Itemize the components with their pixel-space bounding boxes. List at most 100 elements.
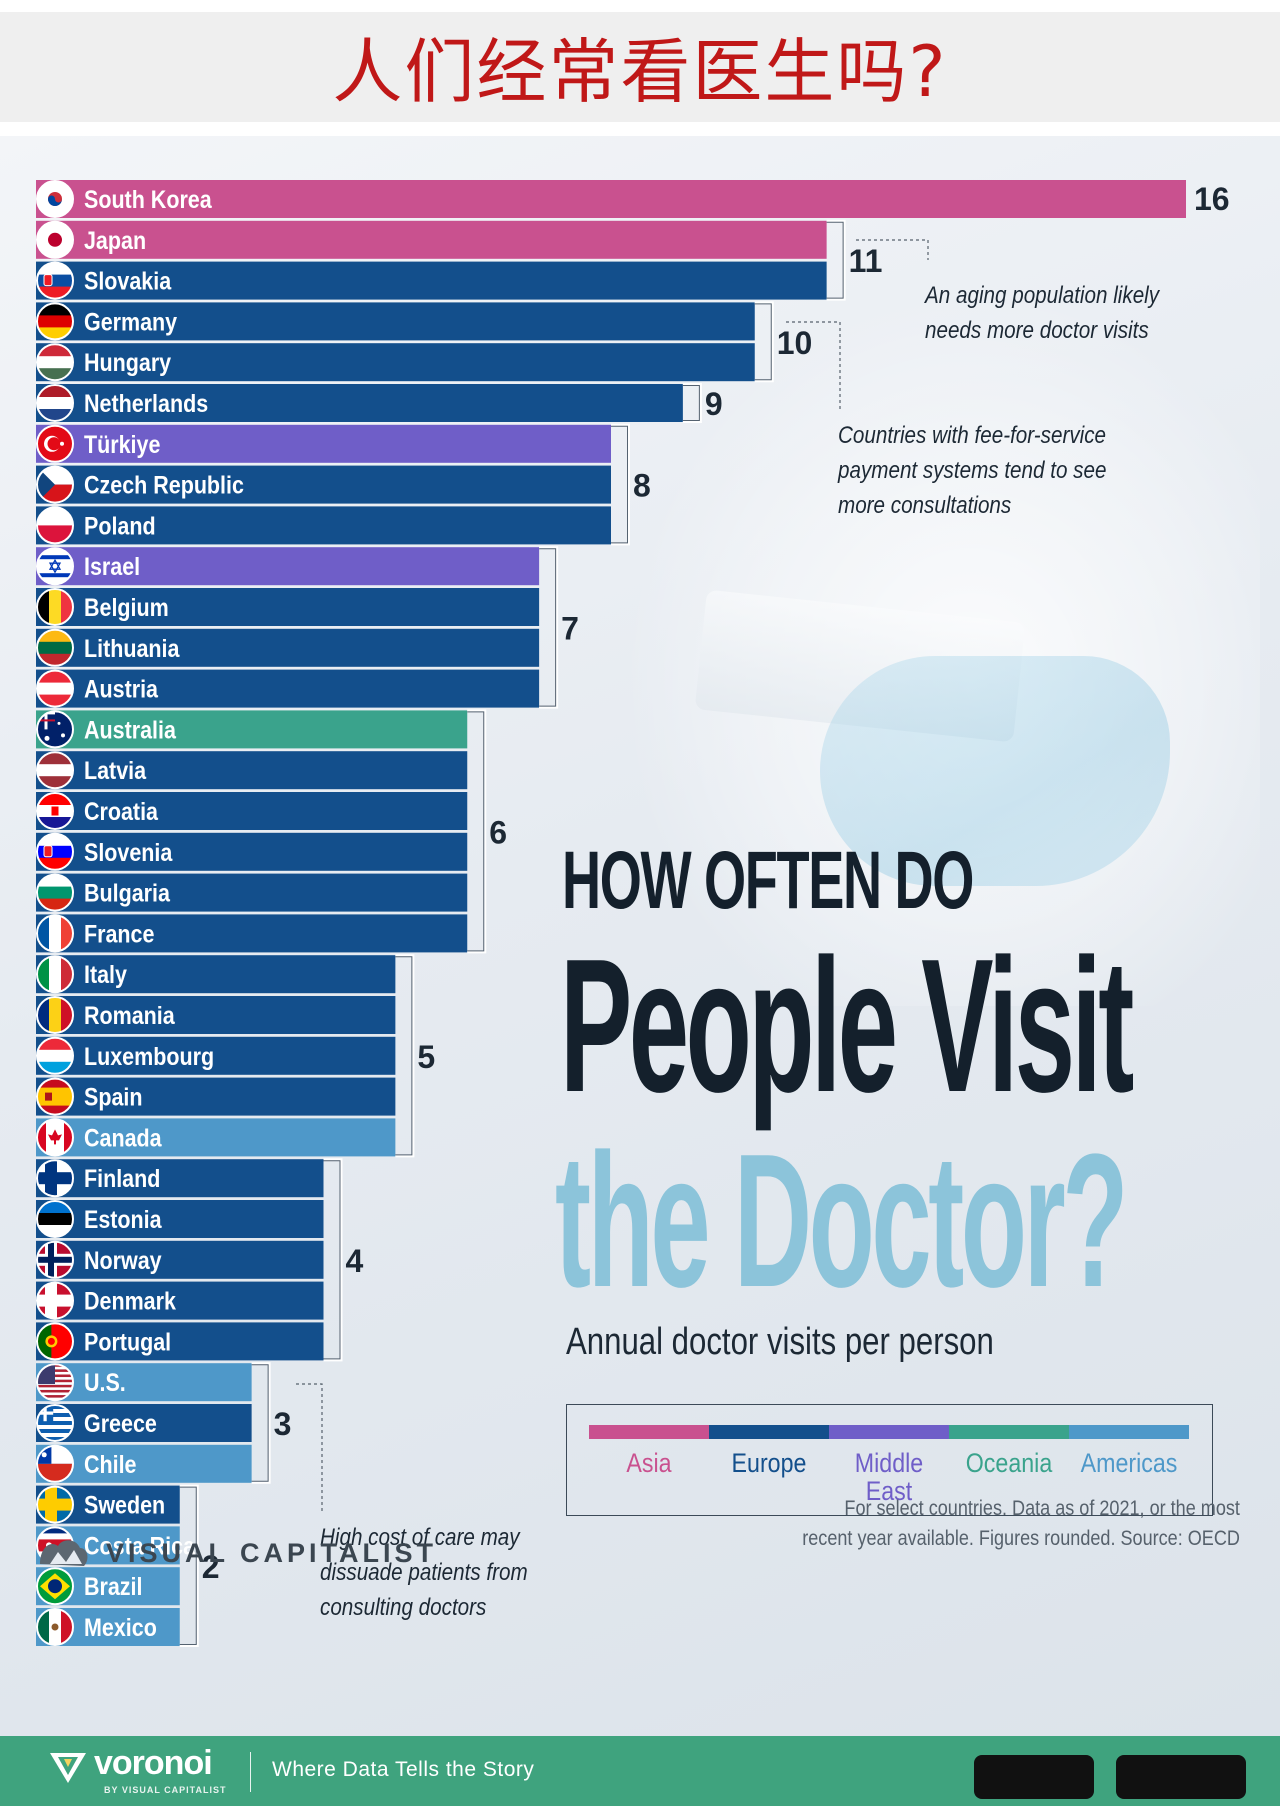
country-label: Romania bbox=[84, 1001, 176, 1029]
country-label: Czech Republic bbox=[84, 471, 244, 499]
group-bracket bbox=[251, 1362, 271, 1484]
voronoi-logo-icon bbox=[50, 1753, 86, 1783]
flag-ring bbox=[36, 384, 74, 422]
bar-slovakia bbox=[36, 261, 827, 300]
voronoi-byline: BY VISUAL CAPITALIST bbox=[104, 1785, 227, 1795]
bar-romania bbox=[36, 996, 396, 1034]
title-line-1: HOW OFTEN DO bbox=[562, 835, 974, 926]
country-label: Denmark bbox=[84, 1287, 176, 1315]
legend-label-americas: Americas bbox=[1080, 1448, 1178, 1478]
value-label-5: 5 bbox=[417, 1039, 435, 1075]
group-bracket-line bbox=[467, 711, 485, 952]
flag-australia-icon bbox=[37, 711, 73, 748]
bar-luxembourg bbox=[36, 1036, 396, 1075]
value-label-3: 3 bbox=[274, 1406, 292, 1442]
country-label: Lithuania bbox=[84, 634, 180, 662]
bar-australia bbox=[36, 710, 468, 749]
legend-item-europe: Europe bbox=[709, 1425, 829, 1477]
country-label: Brazil bbox=[84, 1573, 143, 1601]
flag-ring bbox=[36, 506, 74, 545]
country-label: Belgium bbox=[84, 593, 169, 621]
country-label: Croatia bbox=[84, 797, 159, 825]
country-label: Türkiye bbox=[84, 430, 160, 458]
flag-ring bbox=[36, 343, 74, 382]
bar-poland bbox=[36, 506, 611, 545]
country-label: Slovenia bbox=[84, 838, 173, 866]
bar-bulgaria bbox=[36, 873, 468, 912]
flag-ring bbox=[36, 1118, 74, 1157]
flag-ring bbox=[36, 1077, 74, 1116]
legend-item-americas: Americas bbox=[1069, 1425, 1189, 1477]
value-label-9: 9 bbox=[705, 386, 723, 422]
bar-croatia bbox=[36, 792, 468, 830]
bar-slovenia bbox=[36, 832, 468, 871]
country-label: Australia bbox=[84, 716, 177, 744]
value-label-4: 4 bbox=[346, 1243, 364, 1279]
bar-spain bbox=[36, 1077, 396, 1116]
legend-swatch-europe bbox=[709, 1425, 829, 1439]
country-label: Israel bbox=[84, 553, 140, 581]
footer-divider bbox=[250, 1752, 251, 1792]
country-label: Chile bbox=[84, 1450, 137, 1478]
legend: Asia Europe Middle East Oceania Americas bbox=[566, 1404, 1213, 1516]
flag-ring bbox=[36, 1485, 74, 1524]
flag-ring bbox=[36, 873, 74, 912]
flag-ring bbox=[36, 1200, 74, 1238]
flag-ring bbox=[36, 261, 74, 300]
country-label: South Korea bbox=[84, 185, 213, 213]
bar-hungary bbox=[36, 343, 755, 382]
flag-ring bbox=[36, 914, 74, 953]
flag-ring bbox=[36, 1322, 74, 1361]
bar-finland bbox=[36, 1159, 324, 1198]
google-play-button[interactable] bbox=[1116, 1755, 1246, 1799]
value-label-16: 16 bbox=[1194, 181, 1230, 217]
bar-t-rkiye bbox=[36, 424, 611, 463]
group-bracket bbox=[467, 709, 487, 954]
legend-item-oceania: Oceania bbox=[949, 1425, 1069, 1477]
legend-item-middle-east: Middle East bbox=[829, 1425, 949, 1505]
legend-item-asia: Asia bbox=[589, 1425, 709, 1477]
app-store-button[interactable] bbox=[974, 1755, 1094, 1799]
flag-ring bbox=[36, 1444, 74, 1483]
flag-japan-icon bbox=[37, 221, 73, 258]
flag-ring bbox=[36, 424, 74, 463]
flag-ring bbox=[36, 1567, 74, 1606]
voronoi-wordmark: voronoi bbox=[94, 1744, 213, 1782]
bar-latvia bbox=[36, 751, 468, 790]
country-label: Italy bbox=[84, 961, 127, 989]
group-bracket bbox=[826, 219, 846, 301]
flag-ring bbox=[36, 996, 74, 1034]
value-label-2: 2 bbox=[202, 1549, 220, 1585]
group-bracket-line bbox=[323, 1160, 341, 1360]
group-bracket bbox=[539, 546, 559, 709]
country-label: Austria bbox=[84, 675, 159, 703]
flag-ring bbox=[36, 1363, 74, 1402]
flag-norway-icon bbox=[37, 1241, 73, 1278]
legend-label-oceania: Oceania bbox=[965, 1448, 1053, 1478]
group-bracket-line bbox=[826, 221, 844, 299]
title-line-3: the Doctor? bbox=[555, 1115, 1128, 1327]
country-label: France bbox=[84, 920, 154, 948]
country-label: Canada bbox=[84, 1124, 163, 1152]
country-label: Bulgaria bbox=[84, 879, 171, 907]
leader-line-cost-of-care bbox=[296, 1383, 323, 1512]
flag-ring bbox=[36, 669, 74, 708]
banner-title: 人们经常看医生吗? bbox=[332, 31, 948, 113]
bar-norway bbox=[36, 1240, 324, 1279]
group-bracket-line bbox=[611, 425, 628, 544]
visual-capitalist-wordmark: VISUAL CAPITALIST bbox=[106, 1538, 438, 1568]
legend-swatch-asia bbox=[589, 1425, 709, 1439]
value-label-10: 10 bbox=[777, 325, 813, 361]
flag-israel-icon bbox=[37, 548, 73, 585]
country-label: Finland bbox=[84, 1165, 160, 1193]
bar-lithuania bbox=[36, 628, 540, 667]
flag-ring bbox=[36, 547, 74, 586]
flag-ring bbox=[36, 465, 74, 504]
bar-chart: South Korea Japan Slovakia Germany Hungary Ne… bbox=[36, 180, 1230, 1647]
legend-swatch-oceania bbox=[949, 1425, 1069, 1439]
group-bracket-line bbox=[179, 1486, 197, 1645]
flag-ring bbox=[36, 955, 74, 994]
country-label: Sweden bbox=[84, 1491, 165, 1519]
flag-portugal-icon bbox=[37, 1323, 73, 1360]
country-label: Spain bbox=[84, 1083, 142, 1111]
